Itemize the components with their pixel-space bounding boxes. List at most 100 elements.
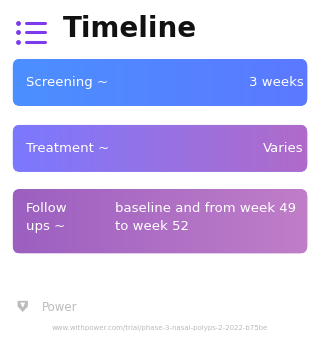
Bar [305,59,308,106]
Bar [82,59,84,106]
Bar [123,59,126,106]
Bar [175,59,178,106]
Bar [143,125,146,172]
Bar [30,59,33,106]
Bar [216,125,219,172]
Bar [180,125,182,172]
Bar [82,125,84,172]
Bar [248,125,251,172]
Bar [72,59,75,106]
Bar [219,125,222,172]
Bar [246,59,249,106]
Bar [221,189,224,253]
Bar [150,125,153,172]
Bar [45,59,47,106]
Bar [163,189,165,253]
Bar [72,125,75,172]
Bar [79,189,82,253]
Bar [37,125,40,172]
Bar [187,189,190,253]
Bar [37,59,40,106]
Bar [60,59,62,106]
Bar [263,125,266,172]
Bar [138,125,141,172]
Bar [199,189,202,253]
Bar [229,125,231,172]
Bar [192,59,195,106]
Bar [94,189,97,253]
Bar [94,125,97,172]
Bar [285,59,288,106]
Text: Timeline: Timeline [62,16,196,43]
Bar [76,189,79,253]
Bar [283,59,285,106]
Bar [116,189,119,253]
Bar [60,125,62,172]
Bar [30,125,33,172]
Bar [155,125,158,172]
Bar [241,59,244,106]
Bar [278,189,281,253]
Bar [172,189,175,253]
Bar [23,189,25,253]
Bar [128,125,131,172]
Bar [268,125,271,172]
Bar [244,189,246,253]
Bar [202,125,204,172]
Bar [76,125,79,172]
Bar [234,189,236,253]
Bar [177,125,180,172]
Bar [69,59,72,106]
Bar [302,189,305,253]
Bar [305,189,308,253]
Bar [45,189,47,253]
Bar [150,59,153,106]
Bar [121,59,124,106]
Bar [207,59,209,106]
Bar [244,125,246,172]
Bar [275,59,278,106]
Bar [20,125,23,172]
Bar [79,59,82,106]
Bar [300,189,303,253]
Bar [104,125,106,172]
Bar [268,189,271,253]
Bar [69,189,72,253]
Bar [135,59,138,106]
Bar [172,125,175,172]
Bar [118,59,121,106]
Bar [302,59,305,106]
Bar [52,125,55,172]
Bar [57,125,60,172]
FancyBboxPatch shape [13,59,307,106]
Bar [57,59,60,106]
Bar [28,59,30,106]
Bar [20,189,23,253]
Bar [182,59,185,106]
Bar [182,189,185,253]
Bar [238,189,241,253]
Bar [207,189,209,253]
Bar [23,125,25,172]
Bar [143,59,146,106]
Bar [116,125,119,172]
Bar [199,59,202,106]
Bar [295,189,298,253]
Bar [30,189,33,253]
Bar [224,189,227,253]
Bar [28,189,30,253]
Bar [84,125,87,172]
Bar [197,59,200,106]
Bar [113,189,116,253]
Bar [234,59,236,106]
Bar [280,189,283,253]
Bar [283,189,285,253]
Bar [292,189,295,253]
Bar [170,59,172,106]
Bar [192,189,195,253]
Bar [52,59,55,106]
Bar [35,59,38,106]
Bar [133,189,136,253]
Bar [175,125,178,172]
Bar [99,189,101,253]
